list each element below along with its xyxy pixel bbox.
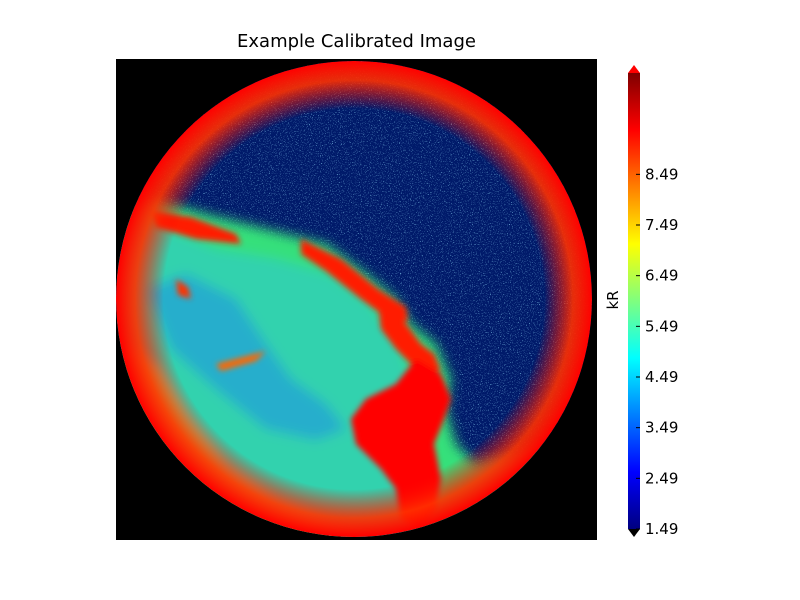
colorbar-tick-label: 5.49	[645, 317, 678, 335]
colorbar-extend-top	[628, 65, 640, 73]
colorbar-tick-label: 7.49	[645, 216, 678, 234]
colorbar-tick-label: 8.49	[645, 165, 678, 183]
colorbar-extend-bottom	[628, 529, 640, 537]
colorbar-ticks: 1.49 2.49 3.49 4.49 5.49 6.49 7.49 8.49	[636, 165, 678, 538]
sky-disc	[116, 61, 592, 537]
colorbar-tick-label: 2.49	[645, 469, 678, 487]
colorbar-tick-label: 3.49	[645, 419, 678, 437]
colorbar: 1.49 2.49 3.49 4.49 5.49 6.49 7.49 8.49 kR	[604, 65, 678, 538]
calibrated-image	[116, 61, 592, 537]
colorbar-body	[628, 73, 640, 529]
horizon-glow	[116, 61, 592, 537]
colorbar-tick-label: 1.49	[645, 520, 678, 538]
chart-title: Example Calibrated Image	[237, 31, 476, 52]
colorbar-tick-label: 4.49	[645, 368, 678, 386]
calibrated-image-panel	[116, 59, 597, 540]
colorbar-tick-label: 6.49	[645, 267, 678, 285]
colorbar-label: kR	[604, 290, 622, 309]
